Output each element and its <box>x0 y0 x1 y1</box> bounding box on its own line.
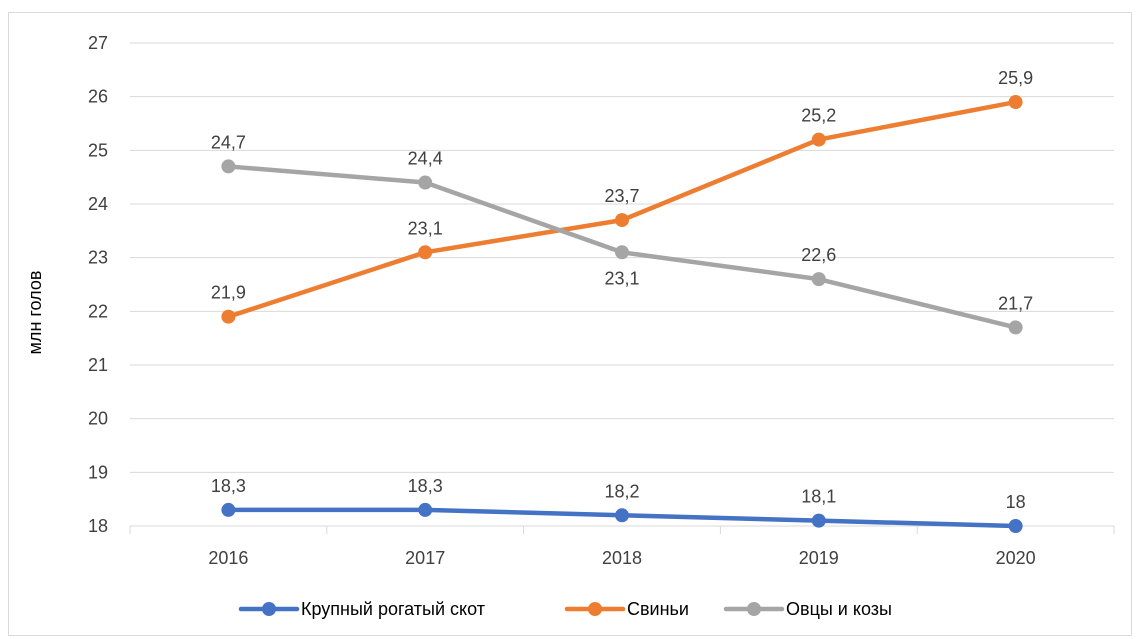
data-point <box>221 502 236 517</box>
y-tick-label: 19 <box>88 462 108 482</box>
data-label: 22,6 <box>801 245 836 265</box>
data-point <box>615 508 629 523</box>
data-point <box>418 502 433 517</box>
data-label: 23,1 <box>604 268 639 288</box>
data-label: 23,7 <box>604 186 639 206</box>
data-label: 25,9 <box>998 68 1033 88</box>
series-2: 24,7 24,4 23,1 22,6 21,7 <box>211 132 1033 335</box>
data-point <box>811 272 826 287</box>
data-label: 18,1 <box>801 487 836 507</box>
x-tick-label: 2020 <box>996 548 1036 568</box>
data-point <box>1008 519 1023 533</box>
x-axis: 2016 2017 2018 2019 2020 <box>129 526 1115 568</box>
legend-item: Овцы и козы <box>723 599 892 619</box>
data-label: 18,3 <box>211 476 246 496</box>
legend-swatch-marker <box>747 602 761 616</box>
chart-frame: 18 19 20 21 22 23 24 25 26 27 2016 2017 2018 2019 202… <box>8 12 1132 636</box>
data-label: 24,4 <box>408 149 443 169</box>
series-layer: 18,3 18,3 18,2 18,1 18 21,9 23,1 23,7 25,2 25,9 24… <box>211 68 1033 533</box>
y-tick-label: 26 <box>88 87 108 107</box>
data-label: 23,1 <box>408 218 443 238</box>
x-tick-label: 2018 <box>602 548 642 568</box>
y-tick-label: 23 <box>88 248 108 268</box>
legend-item: Свиньи <box>564 599 689 619</box>
data-point <box>418 245 433 260</box>
y-tick-label: 25 <box>88 140 108 160</box>
y-tick-label: 20 <box>88 409 108 429</box>
y-tick-label: 27 <box>88 33 108 53</box>
data-label: 25,2 <box>801 106 836 126</box>
x-tick-label: 2019 <box>799 548 839 568</box>
data-label: 18,3 <box>408 476 443 496</box>
legend: Крупный рогатый скот Свиньи Овцы и козы <box>238 599 892 619</box>
x-tick-label: 2016 <box>208 548 248 568</box>
data-point <box>811 513 826 528</box>
legend-swatch-marker <box>588 602 602 616</box>
series-0: 18,3 18,3 18,2 18,1 18 <box>211 476 1026 533</box>
data-label: 24,7 <box>211 132 246 152</box>
data-point <box>615 245 629 260</box>
x-tick-label: 2017 <box>405 548 445 568</box>
y-axis-title: млн голов <box>25 271 45 355</box>
data-point <box>221 159 236 174</box>
data-point <box>221 309 236 324</box>
data-label: 21,7 <box>998 293 1033 313</box>
y-axis: 18 19 20 21 22 23 24 25 26 27 <box>88 33 108 536</box>
data-point <box>418 175 433 190</box>
line-chart: 18 19 20 21 22 23 24 25 26 27 2016 2017 2018 2019 202… <box>25 33 1115 619</box>
data-label: 18,2 <box>604 481 639 501</box>
y-tick-label: 22 <box>88 301 108 321</box>
data-label: 18 <box>1006 492 1026 512</box>
data-point <box>615 213 629 228</box>
data-point <box>1008 320 1023 335</box>
y-tick-label: 18 <box>88 516 108 536</box>
data-point <box>811 132 826 147</box>
legend-swatch-marker <box>262 602 276 616</box>
legend-label: Овцы и козы <box>786 599 892 619</box>
y-tick-label: 21 <box>88 355 108 375</box>
data-point <box>1008 95 1023 110</box>
series-1: 21,9 23,1 23,7 25,2 25,9 <box>211 68 1033 324</box>
data-label: 21,9 <box>211 283 246 303</box>
legend-label: Свиньи <box>627 599 689 619</box>
legend-item: Крупный рогатый скот <box>238 599 485 619</box>
legend-label: Крупный рогатый скот <box>301 599 485 619</box>
y-tick-label: 24 <box>88 194 108 214</box>
